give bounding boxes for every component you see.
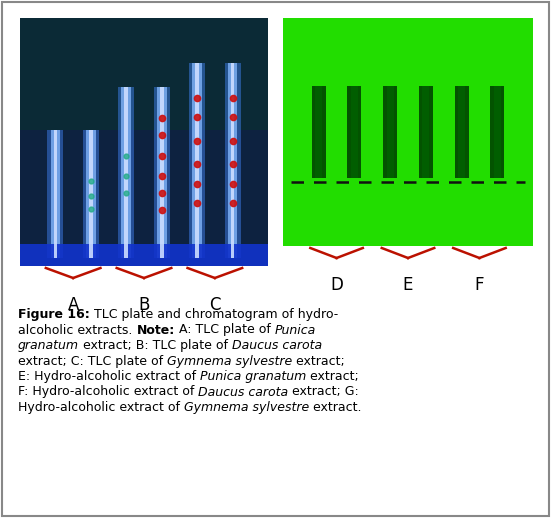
Bar [83,130,99,258]
Bar [86,130,96,258]
Text: granatum: granatum [18,339,79,352]
Text: Gymnema sylvestre: Gymnema sylvestre [167,354,293,367]
Bar [315,87,322,178]
Text: A: A [67,296,79,314]
Text: extract.: extract. [309,401,362,414]
Bar [20,18,268,130]
Bar [225,63,241,258]
Bar [458,87,465,178]
Text: C: C [209,296,220,314]
Text: Note:: Note: [137,324,175,337]
Bar [494,87,501,178]
Text: B: B [138,296,150,314]
Bar [53,130,57,258]
Text: TLC plate and chromatogram of hydro-: TLC plate and chromatogram of hydro- [90,308,338,321]
Bar [118,88,134,258]
Text: alcoholic extracts.: alcoholic extracts. [18,324,137,337]
Text: Daucus carota: Daucus carota [232,339,322,352]
Bar [89,130,93,258]
Bar [387,87,393,178]
Text: E: Hydro-alcoholic extract of: E: Hydro-alcoholic extract of [18,370,200,383]
Bar [490,87,504,178]
Bar [160,88,164,258]
Bar [121,88,131,258]
Bar [195,63,199,258]
Text: F: Hydro-alcoholic extract of: F: Hydro-alcoholic extract of [18,385,198,398]
Bar [125,88,128,258]
Bar [192,63,202,258]
Bar [47,130,63,258]
Text: extract; C: TLC plate of: extract; C: TLC plate of [18,354,167,367]
Text: A: TLC plate of: A: TLC plate of [175,324,274,337]
Bar [189,63,205,258]
Text: extract; B: TLC plate of: extract; B: TLC plate of [79,339,232,352]
Bar [157,88,166,258]
Bar [154,88,170,258]
Text: F: F [474,276,484,294]
Bar [51,130,60,258]
Text: extract;: extract; [306,370,359,383]
Text: Figure 16:: Figure 16: [18,308,90,321]
Bar [20,18,268,266]
Bar [348,87,361,178]
Bar [419,87,433,178]
Bar [312,87,326,178]
Bar [423,87,429,178]
Text: Daucus carota: Daucus carota [198,385,289,398]
Text: extract;: extract; [293,354,345,367]
Bar [228,63,237,258]
Text: Punica granatum: Punica granatum [200,370,306,383]
Text: D: D [330,276,343,294]
Text: extract; G:: extract; G: [289,385,359,398]
Bar [20,244,268,266]
Bar [351,87,358,178]
Bar [455,87,468,178]
Text: Hydro-alcoholic extract of: Hydro-alcoholic extract of [18,401,184,414]
Text: Gymnema sylvestre: Gymnema sylvestre [184,401,309,414]
Text: E: E [403,276,413,294]
Bar [383,87,397,178]
Bar [231,63,235,258]
Text: Punica: Punica [274,324,316,337]
Bar [283,18,533,246]
